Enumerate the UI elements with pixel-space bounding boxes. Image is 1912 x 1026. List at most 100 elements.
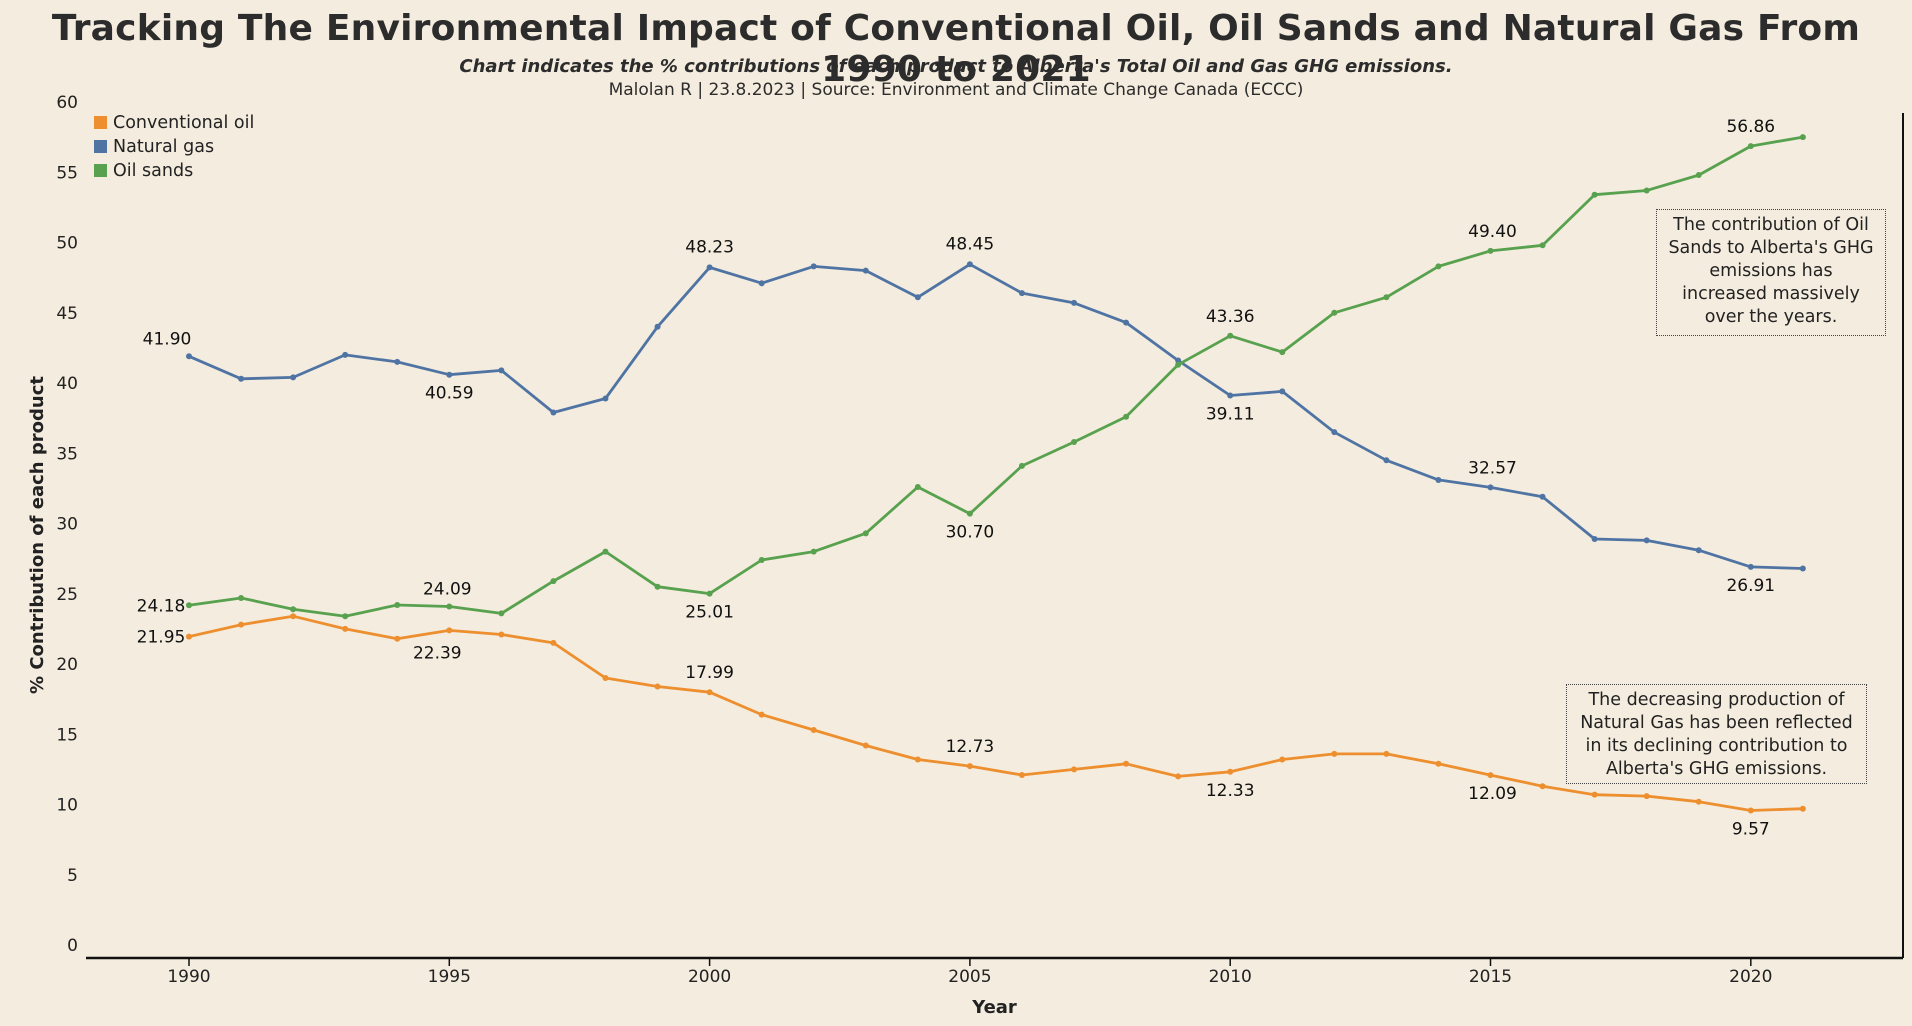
natural-gas-point (290, 374, 297, 381)
oil-sands-point (1695, 172, 1702, 179)
natural-gas-point (1227, 392, 1234, 399)
conventional-oil-point (654, 683, 661, 690)
conventional-oil-point (1175, 773, 1182, 780)
natural-gas-point (1799, 565, 1806, 572)
oil-sands-point (342, 613, 349, 620)
y-tick-label: 5 (67, 866, 78, 886)
conventional-oil-point (186, 633, 192, 640)
oil-sands-data-label: 24.18 (137, 596, 186, 616)
natural-gas-data-label: 32.57 (1468, 458, 1517, 478)
conventional-oil-data-label: 22.39 (413, 643, 462, 663)
conventional-oil-point (758, 711, 765, 718)
x-tick-label: 1990 (167, 967, 210, 987)
conventional-oil-data-label: 12.73 (946, 737, 995, 757)
conventional-oil-data-label: 12.33 (1206, 781, 1255, 801)
oil-sands-data-label: 49.40 (1468, 222, 1517, 242)
conventional-oil-line (188, 614, 1803, 812)
x-tick-label: 2000 (688, 967, 731, 987)
conventional-oil-point (1123, 760, 1130, 767)
oil-sands-point (810, 548, 817, 555)
conventional-oil-point (1799, 805, 1806, 812)
oil-sands-point (706, 590, 713, 597)
natural-gas-data-label: 48.45 (946, 234, 995, 254)
y-tick-label: 10 (56, 796, 78, 816)
conventional-oil-point (810, 727, 817, 734)
oil-sands-point (1799, 134, 1806, 141)
natural-gas-point (914, 294, 921, 301)
conventional-oil-point (1643, 793, 1650, 800)
oil-sands-data-label: 56.86 (1726, 117, 1775, 137)
y-axis-label: % Contribution of each product (27, 376, 48, 694)
legend-label: Natural gas (113, 137, 214, 157)
oil-sands-point (498, 610, 505, 617)
oil-sands-point (1071, 439, 1078, 446)
natural-gas-point (1279, 388, 1286, 395)
annotation-oil-sands: The contribution of Oil Sands to Alberta… (1656, 209, 1886, 336)
natural-gas-point (706, 264, 713, 271)
oil-sands-point (1591, 191, 1598, 198)
x-tick-label: 2015 (1469, 967, 1512, 987)
oil-sands-point (186, 602, 192, 609)
oil-sands-point (1435, 263, 1442, 270)
oil-sands-point (1123, 413, 1130, 420)
x-axis-label: Year (971, 997, 1017, 1018)
natural-gas-point (1539, 493, 1546, 500)
conventional-oil-point (1018, 771, 1025, 778)
legend-swatch (94, 140, 107, 153)
oil-sands-point (914, 483, 921, 490)
oil-sands-line (188, 135, 1804, 618)
conventional-oil-point (1227, 768, 1234, 775)
oil-sands-point (394, 601, 401, 608)
oil-sands-point (238, 594, 245, 601)
conventional-oil-point (966, 763, 973, 770)
conventional-oil-point (550, 639, 557, 646)
natural-gas-point (238, 375, 245, 382)
natural-gas-point (446, 371, 453, 378)
conventional-oil-data-label: 12.09 (1468, 784, 1517, 804)
conventional-oil-point (602, 675, 609, 682)
natural-gas-point (862, 267, 869, 274)
natural-gas-point (342, 351, 349, 358)
x-tick-label: 2020 (1729, 967, 1772, 987)
x-tick-label: 1995 (428, 967, 471, 987)
x-tick-label: 2010 (1209, 967, 1252, 987)
natural-gas-point (654, 323, 661, 330)
conventional-oil-point (914, 756, 921, 763)
chart-source: Malolan R | 23.8.2023 | Source: Environm… (608, 80, 1304, 100)
oil-sands-point (1227, 332, 1234, 339)
conventional-oil-point (1383, 750, 1390, 757)
oil-sands-data-label: 30.70 (946, 523, 995, 543)
natural-gas-point (186, 353, 192, 360)
natural-gas-point (1123, 319, 1130, 326)
y-tick-label: 20 (56, 655, 78, 675)
conventional-oil-point (1331, 750, 1338, 757)
natural-gas-point (1071, 299, 1078, 306)
conventional-oil-point (1695, 798, 1702, 805)
oil-sands-point (1175, 361, 1182, 368)
conventional-oil-point (1071, 766, 1078, 773)
conventional-oil-point (446, 627, 453, 634)
natural-gas-point (1175, 357, 1182, 364)
oil-sands-point (1487, 247, 1494, 254)
legend-label: Oil sands (113, 161, 193, 181)
oil-sands-data-label: 43.36 (1206, 307, 1255, 327)
natural-gas-point (1331, 429, 1338, 436)
conventional-oil-point (1435, 760, 1442, 767)
natural-gas-data-label: 41.90 (143, 329, 192, 349)
conventional-oil-point (1279, 756, 1286, 763)
oil-sands-point (1747, 143, 1754, 150)
oil-sands-point (446, 603, 453, 610)
oil-sands-point (290, 606, 297, 613)
legend-swatch (94, 116, 107, 129)
natural-gas-point (550, 409, 557, 416)
natural-gas-point (498, 367, 505, 374)
conventional-oil-point (1487, 772, 1494, 779)
oil-sands-point (966, 510, 973, 517)
conventional-oil-point (394, 635, 401, 642)
natural-gas-point (810, 263, 817, 270)
annotation-natural-gas: The decreasing production of Natural Gas… (1566, 684, 1867, 784)
natural-gas-point (394, 358, 401, 365)
y-tick-label: 55 (56, 163, 78, 183)
chart-subtitle: Chart indicates the % contributions of e… (459, 56, 1453, 77)
